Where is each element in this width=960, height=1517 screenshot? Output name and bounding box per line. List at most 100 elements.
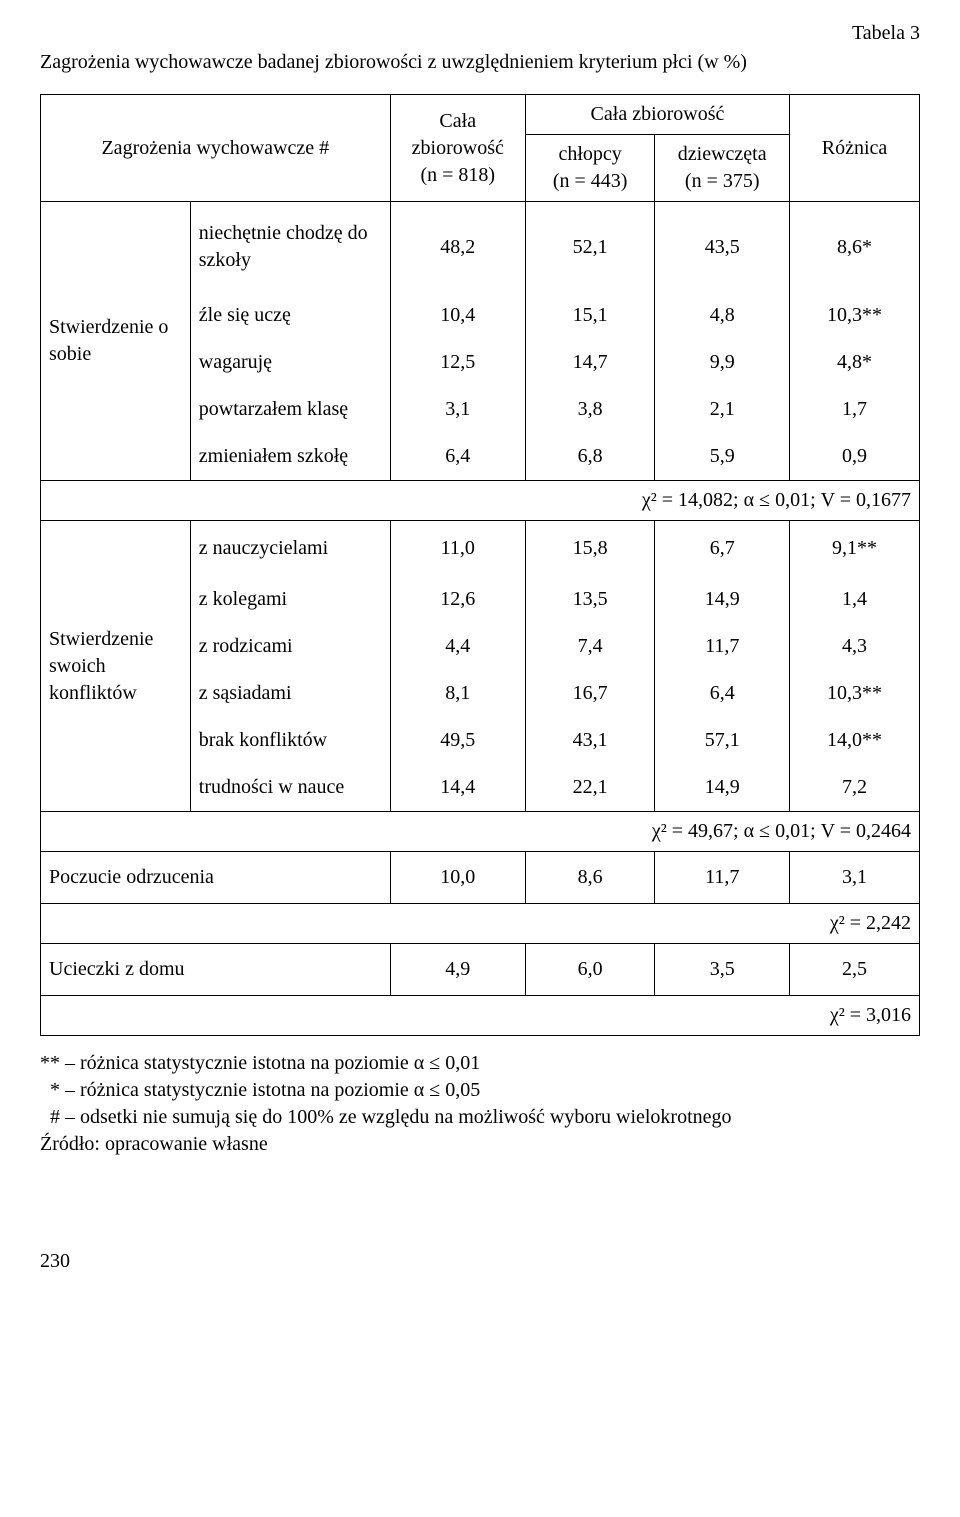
g2-r4-v1: 43,1: [525, 717, 654, 764]
g1-r3-v2: 2,1: [655, 386, 790, 433]
g2-r1-label: z kolegami: [190, 576, 390, 623]
table-row: Poczucie odrzucenia 10,0 8,6 11,7 3,1: [41, 852, 920, 904]
page: Tabela 3 Zagrożenia wychowawcze badanej …: [0, 0, 960, 1315]
g2-r0-v1: 15,8: [525, 521, 654, 577]
g2-r3-v1: 16,7: [525, 670, 654, 717]
footnote-2-text: różnica statystycznie istotna na poziomi…: [65, 1079, 480, 1101]
stat-row-1: χ² = 14,082; α ≤ 0,01; V = 0,1677: [41, 481, 920, 521]
footnote-3: # odsetki nie sumują się do 100% ze wzgl…: [40, 1104, 920, 1131]
g2-r5-v3: 7,2: [790, 764, 920, 812]
g1-r2-v3: 4,8*: [790, 339, 920, 386]
g1-r4-v2: 5,9: [655, 433, 790, 481]
g2-r5-label: trudności w nauce: [190, 764, 390, 812]
g2-r3-v0: 8,1: [390, 670, 525, 717]
g1-r1-v3: 10,3**: [790, 292, 920, 339]
g2-r4-v3: 14,0**: [790, 717, 920, 764]
group1-label: Stwierdzenie o sobie: [41, 202, 191, 481]
g2-r5-v0: 14,4: [390, 764, 525, 812]
header-split-title: Cała zbiorowość: [525, 95, 789, 135]
table-header-row-1: Zagrożenia wychowawcze # Cała zbiorowość…: [41, 95, 920, 135]
g1-r0-label: niechętnie chodzę do szkoły: [190, 202, 390, 293]
g1-r0-v3: 8,6*: [790, 202, 920, 293]
row3-label: Poczucie odrzucenia: [41, 852, 391, 904]
row4-v0: 4,9: [390, 944, 525, 996]
g1-r4-v3: 0,9: [790, 433, 920, 481]
g2-r2-v0: 4,4: [390, 623, 525, 670]
g1-r3-label: powtarzałem klasę: [190, 386, 390, 433]
g1-r0-v2: 43,5: [655, 202, 790, 293]
row4-label: Ucieczki z domu: [41, 944, 391, 996]
g2-r1-v0: 12,6: [390, 576, 525, 623]
g2-r1-v1: 13,5: [525, 576, 654, 623]
table-title: Zagrożenia wychowawcze badanej zbiorowoś…: [40, 49, 920, 76]
g1-r4-v0: 6,4: [390, 433, 525, 481]
g1-r4-v1: 6,8: [525, 433, 654, 481]
header-girls-n: (n = 375): [685, 170, 760, 192]
g2-r2-label: z rodzicami: [190, 623, 390, 670]
g2-r4-label: brak konfliktów: [190, 717, 390, 764]
g2-r0-label: z nauczycielami: [190, 521, 390, 577]
g1-r2-v1: 14,7: [525, 339, 654, 386]
g1-r2-v2: 9,9: [655, 339, 790, 386]
table-row: Stwierdzenie swoich konfliktów z nauczyc…: [41, 521, 920, 577]
header-boys-n: (n = 443): [553, 170, 628, 192]
data-table: Zagrożenia wychowawcze # Cała zbiorowość…: [40, 94, 920, 1036]
g1-r1-v1: 15,1: [525, 292, 654, 339]
g2-r3-label: z sąsiadami: [190, 670, 390, 717]
g2-r1-v2: 14,9: [655, 576, 790, 623]
g2-r2-v3: 4,3: [790, 623, 920, 670]
header-rowheader: Zagrożenia wychowawcze #: [41, 95, 391, 202]
footnote-3-text: odsetki nie sumują się do 100% ze względ…: [65, 1106, 732, 1128]
header-all-n: (n = 818): [420, 164, 495, 186]
g1-r3-v0: 3,1: [390, 386, 525, 433]
page-number: 230: [40, 1248, 920, 1275]
footnote-2: * różnica statystycznie istotna na pozio…: [40, 1077, 920, 1104]
footnote-1: ** różnica statystycznie istotna na pozi…: [40, 1050, 920, 1077]
header-boys: chłopcy (n = 443): [525, 135, 654, 202]
table-number: Tabela 3: [40, 20, 920, 47]
stat-row-2: χ² = 49,67; α ≤ 0,01; V = 0,2464: [41, 812, 920, 852]
row4-v1: 6,0: [525, 944, 654, 996]
g1-r3-v1: 3,8: [525, 386, 654, 433]
g1-r0-v0: 48,2: [390, 202, 525, 293]
stat4-text: χ² = 3,016: [41, 996, 920, 1036]
row4-v3: 2,5: [790, 944, 920, 996]
g2-r4-v2: 57,1: [655, 717, 790, 764]
stat1-text: χ² = 14,082; α ≤ 0,01; V = 0,1677: [41, 481, 920, 521]
g2-r3-v2: 6,4: [655, 670, 790, 717]
row3-v0: 10,0: [390, 852, 525, 904]
table-row: Stwierdzenie o sobie niechętnie chodzę d…: [41, 202, 920, 293]
row3-v2: 11,7: [655, 852, 790, 904]
header-girls-label: dziewczęta: [678, 143, 767, 165]
g1-r1-v0: 10,4: [390, 292, 525, 339]
g2-r3-v3: 10,3**: [790, 670, 920, 717]
header-boys-label: chłopcy: [559, 143, 622, 165]
g2-r2-v1: 7,4: [525, 623, 654, 670]
g2-r2-v2: 11,7: [655, 623, 790, 670]
row4-v2: 3,5: [655, 944, 790, 996]
header-all-label: Cała zbiorowość: [412, 110, 504, 159]
footnotes: ** różnica statystycznie istotna na pozi…: [40, 1050, 920, 1158]
g1-r1-v2: 4,8: [655, 292, 790, 339]
footnote-1-mark: **: [40, 1052, 60, 1074]
stat3-text: χ² = 2,242: [41, 904, 920, 944]
group2-label: Stwierdzenie swoich konfliktów: [41, 521, 191, 812]
g1-r2-v0: 12,5: [390, 339, 525, 386]
footnote-3-mark: #: [50, 1106, 60, 1128]
header-diff: Różnica: [790, 95, 920, 202]
g1-r0-v1: 52,1: [525, 202, 654, 293]
g2-r0-v3: 9,1**: [790, 521, 920, 577]
row3-v1: 8,6: [525, 852, 654, 904]
g1-r4-label: zmieniałem szkołę: [190, 433, 390, 481]
footnote-1-text: różnica statystycznie istotna na poziomi…: [65, 1052, 480, 1074]
g1-r1-label: źle się uczę: [190, 292, 390, 339]
g1-r3-v3: 1,7: [790, 386, 920, 433]
g2-r5-v1: 22,1: [525, 764, 654, 812]
header-all: Cała zbiorowość (n = 818): [390, 95, 525, 202]
footnote-source: Źródło: opracowanie własne: [40, 1131, 920, 1158]
header-girls: dziewczęta (n = 375): [655, 135, 790, 202]
g2-r0-v2: 6,7: [655, 521, 790, 577]
footnote-2-mark: *: [50, 1079, 60, 1101]
row3-v3: 3,1: [790, 852, 920, 904]
g2-r4-v0: 49,5: [390, 717, 525, 764]
